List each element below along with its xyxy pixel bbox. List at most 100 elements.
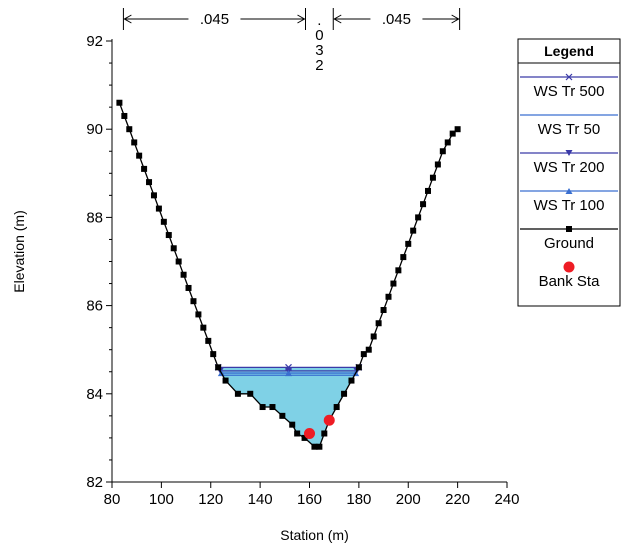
manning-right-dimension: .045 bbox=[332, 8, 461, 30]
ground-point bbox=[365, 346, 372, 353]
ground-point bbox=[279, 412, 286, 419]
x-tick-label: 120 bbox=[198, 491, 223, 508]
ground-point bbox=[439, 148, 446, 155]
water-fill bbox=[218, 367, 359, 447]
ground-point bbox=[180, 271, 187, 278]
x-axis-label: Station (m) bbox=[280, 527, 348, 543]
y-tick-label: 90 bbox=[86, 121, 103, 138]
y-tick-label: 84 bbox=[86, 386, 103, 403]
ground-point bbox=[425, 187, 431, 194]
ground-point bbox=[294, 430, 301, 437]
ground-point bbox=[200, 324, 207, 331]
ground-point bbox=[165, 232, 172, 239]
legend-swatch-marker bbox=[566, 226, 572, 232]
ground-point bbox=[405, 240, 412, 247]
ground-point bbox=[333, 404, 340, 411]
ground-point bbox=[360, 351, 367, 358]
manning-channel-label: .032 bbox=[315, 12, 323, 74]
manning-channel-char: 0 bbox=[315, 27, 323, 44]
ground-point bbox=[116, 99, 123, 106]
ground-point bbox=[449, 130, 456, 137]
ground-point bbox=[289, 421, 296, 428]
ground-point bbox=[348, 377, 355, 384]
legend-entry-ws-tr-200: WS Tr 200 bbox=[520, 150, 618, 176]
y-tick-label: 82 bbox=[86, 474, 103, 491]
ground-point bbox=[385, 293, 392, 300]
legend-entry-bank-sta: Bank Sta bbox=[539, 261, 601, 290]
ground-point bbox=[341, 390, 348, 397]
ground-point bbox=[150, 192, 157, 199]
legend-label: WS Tr 50 bbox=[538, 121, 601, 138]
ground-point bbox=[410, 227, 417, 234]
x-tick-label: 80 bbox=[104, 491, 121, 508]
x-tick-label: 140 bbox=[248, 491, 273, 508]
y-tick-label: 88 bbox=[86, 209, 103, 226]
ground-point bbox=[311, 443, 318, 450]
x-tick-label: 220 bbox=[445, 491, 470, 508]
ground-point bbox=[126, 126, 133, 133]
x-tick-label: 100 bbox=[149, 491, 174, 508]
x-tick-label: 200 bbox=[396, 491, 421, 508]
ground-point bbox=[222, 377, 229, 384]
legend-entry-ws-tr-500: WS Tr 500 bbox=[520, 73, 618, 100]
ground-point bbox=[121, 112, 128, 119]
ground-point bbox=[215, 364, 222, 371]
ground-point bbox=[234, 390, 241, 397]
legend-entry-ground: Ground bbox=[520, 226, 618, 252]
ground-point bbox=[185, 284, 192, 291]
ground-point bbox=[420, 201, 427, 208]
ground-point bbox=[269, 404, 276, 411]
legend-entry-ws-tr-50: WS Tr 50 bbox=[520, 114, 618, 138]
ground-point bbox=[131, 139, 138, 146]
x-tick-label: 240 bbox=[494, 491, 519, 508]
ground-point bbox=[380, 307, 387, 314]
bank-station-point bbox=[304, 427, 315, 439]
legend-swatch-marker bbox=[565, 188, 573, 194]
ground-point bbox=[370, 333, 377, 340]
legend-label: WS Tr 500 bbox=[534, 83, 605, 100]
ground-point bbox=[205, 337, 212, 344]
ground-point bbox=[355, 364, 362, 371]
manning-right-label: .045 bbox=[382, 11, 411, 28]
ground-point bbox=[454, 126, 461, 133]
manning-channel-char: 2 bbox=[315, 57, 323, 74]
ground-point bbox=[444, 139, 451, 146]
ground-point bbox=[155, 205, 162, 212]
manning-channel-char: 3 bbox=[315, 42, 323, 59]
legend-swatch-marker bbox=[565, 73, 573, 81]
ground-point bbox=[247, 390, 254, 397]
ground-point bbox=[259, 404, 266, 411]
ws-marker-triangle-up-3-1 bbox=[285, 370, 293, 377]
ground-point bbox=[141, 165, 148, 172]
x-tick-label: 180 bbox=[346, 491, 371, 508]
x-tick-label: 160 bbox=[297, 491, 322, 508]
ground-point bbox=[390, 280, 397, 287]
legend-title: Legend bbox=[544, 43, 594, 59]
manning-left-label: .045 bbox=[200, 11, 229, 28]
ground-line bbox=[118, 102, 459, 448]
legend-label: WS Tr 100 bbox=[534, 197, 605, 214]
y-axis-label: Elevation (m) bbox=[11, 210, 27, 292]
ground-point bbox=[170, 245, 177, 252]
legend-label: WS Tr 200 bbox=[534, 159, 605, 176]
ground-point bbox=[321, 430, 328, 437]
legend-label: Bank Sta bbox=[539, 273, 601, 290]
legend-swatch-marker bbox=[563, 261, 575, 273]
legend-swatch-marker bbox=[565, 150, 573, 156]
ground-point bbox=[190, 298, 197, 305]
y-tick-label: 86 bbox=[86, 298, 103, 315]
legend-label: Ground bbox=[544, 235, 594, 252]
ground-point bbox=[195, 311, 202, 318]
manning-channel-char: . bbox=[317, 12, 321, 29]
ground-point bbox=[375, 320, 382, 327]
ground-point bbox=[210, 351, 217, 358]
ground-point bbox=[434, 161, 441, 168]
manning-left-dimension: .045 bbox=[122, 8, 306, 30]
ground-point bbox=[429, 174, 436, 181]
ground-point bbox=[301, 434, 308, 441]
ground-point bbox=[316, 443, 323, 450]
ground-point bbox=[146, 179, 153, 186]
y-tick-label: 92 bbox=[86, 33, 103, 50]
bank-station-point bbox=[323, 414, 335, 426]
